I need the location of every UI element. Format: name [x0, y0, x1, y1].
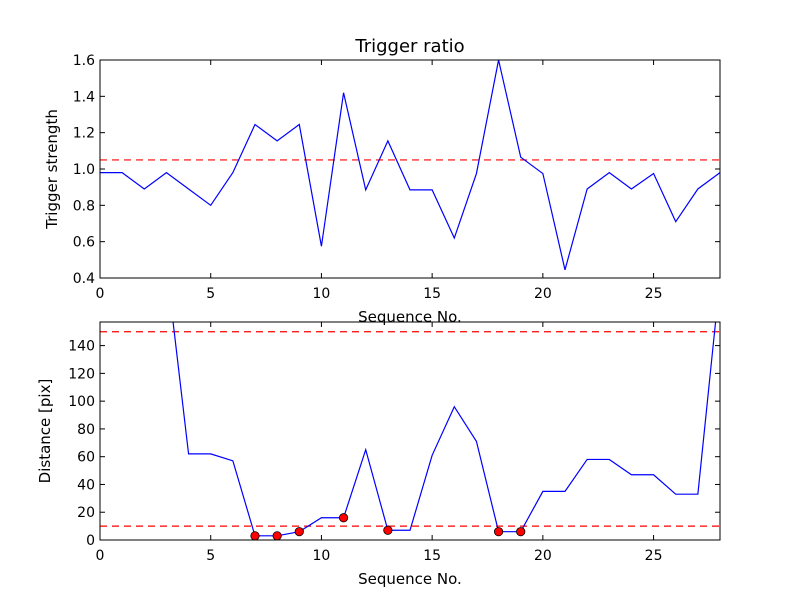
- top-xtick-label-1: 5: [206, 286, 215, 302]
- bottom-marker-1: [272, 531, 282, 541]
- bottom-ytick-label-3: 60: [77, 450, 95, 466]
- top-xtick-label-0: 0: [96, 286, 105, 302]
- bottom-plot-area: [100, 322, 720, 537]
- bottom-series-line-0: [172, 322, 717, 537]
- top-xtick-label-4: 20: [534, 286, 552, 302]
- bottom-xtick-label-1: 5: [206, 548, 215, 564]
- top-ytick-label-1: 0.6: [73, 235, 95, 251]
- bottom-ytick-label-7: 140: [68, 339, 95, 355]
- top-xtick-label-2: 10: [313, 286, 331, 302]
- top-axes-frame: [99, 59, 721, 279]
- top-x-axis-label: Sequence No.: [358, 308, 462, 326]
- bottom-axes-frame: [99, 321, 721, 541]
- bottom-y-axis-label: Distance [pix]: [36, 379, 54, 484]
- bottom-xtick-label-5: 25: [645, 548, 663, 564]
- bottom-marker-5: [493, 527, 504, 537]
- bottom-xtick-label-3: 15: [423, 548, 441, 564]
- top-plot-area: [100, 60, 720, 270]
- top-ytick-label-0: 0.4: [73, 271, 95, 287]
- bottom-xtick-label-0: 0: [96, 548, 105, 564]
- top-chart-panel: 0 5 10 15 20 25 0.4 0.6 0.8 1.0 1.2 1.4 1.6 Sequence …: [43, 36, 721, 326]
- bottom-marker-6: [516, 527, 526, 537]
- top-ytick-label-2: 0.8: [73, 198, 95, 214]
- top-series-line-0: [100, 60, 720, 270]
- bottom-marker-3: [338, 513, 349, 523]
- bottom-ytick-label-6: 120: [68, 366, 95, 382]
- bottom-xtick-label-4: 20: [534, 548, 552, 564]
- top-ytick-label-4: 1.2: [73, 126, 95, 142]
- bottom-x-axis-label: Sequence No.: [358, 570, 462, 588]
- bottom-marker-2: [294, 527, 304, 537]
- top-xtick-label-3: 15: [423, 286, 441, 302]
- top-y-axis-label: Trigger strength: [43, 109, 61, 230]
- top-ytick-label-5: 1.4: [73, 89, 95, 105]
- bottom-xtick-label-2: 10: [313, 548, 331, 564]
- bottom-ytick-label-1: 20: [77, 505, 95, 521]
- bottom-marker-4: [383, 525, 393, 535]
- bottom-ytick-label-2: 40: [77, 477, 95, 493]
- bottom-ytick-label-5: 100: [68, 394, 95, 410]
- bottom-ytick-label-4: 80: [77, 422, 95, 438]
- bottom-marker-0: [250, 531, 260, 541]
- top-ytick-label-3: 1.0: [73, 162, 95, 178]
- bottom-ytick-label-0: 0: [86, 533, 95, 549]
- top-ytick-label-6: 1.6: [73, 53, 95, 69]
- bottom-chart-panel: 0 5 10 15 20 25 0 20 40 60 80 100 120 140 Sequence No.…: [36, 321, 721, 588]
- top-xtick-label-5: 25: [645, 286, 663, 302]
- top-chart-title: Trigger ratio: [354, 36, 464, 57]
